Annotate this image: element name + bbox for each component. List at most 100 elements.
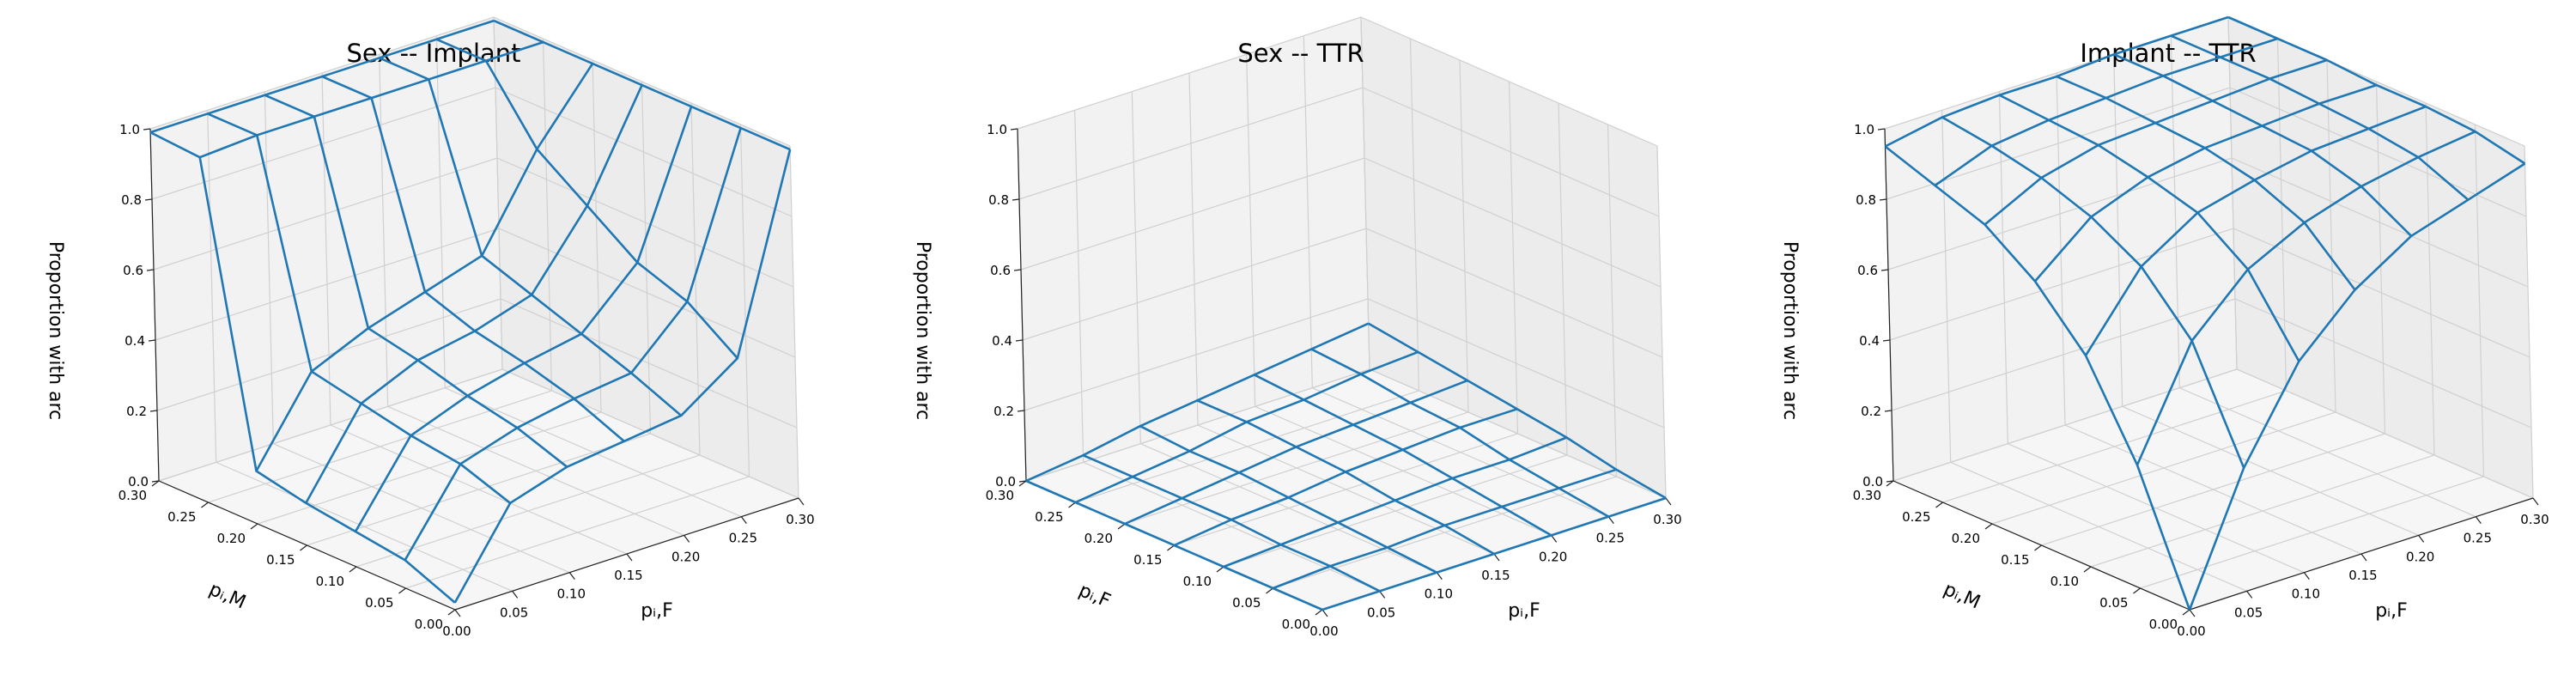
z-tick-mark [1882, 339, 1891, 342]
x-tick-mark [683, 534, 690, 543]
x-tick-mark [2303, 572, 2310, 581]
x-tick-label: 0.20 [1539, 549, 1567, 564]
z-gridline [156, 298, 798, 429]
z-gridline [1024, 298, 1665, 429]
x-tick-mark [798, 497, 805, 506]
panel-implant-ttr: 0.00 0.05 0.10 0.15 0.20 0.25 0.30 0.00 0.05 0.10… [1779, 15, 2549, 639]
y-tick-mark [300, 544, 307, 551]
y-tick-label: 0.25 [1035, 509, 1063, 525]
z-gridline [1887, 157, 2529, 288]
x-tick-mark [1321, 609, 1328, 617]
surface-wire-col [1254, 374, 1552, 537]
z-tick-label: 0.6 [990, 263, 1011, 278]
z-gridline [1025, 368, 1667, 499]
x-tick-label: 0.15 [1481, 568, 1510, 583]
x-axis-label: pᵢ,F [2375, 600, 2408, 622]
z-gridline [149, 16, 791, 147]
y-tick-label: 0.20 [1084, 531, 1113, 546]
z-tick-mark [1018, 480, 1027, 483]
panel-sex-ttr: 0.00 0.05 0.10 0.15 0.20 0.25 0.30 0.00 0.05 0.10… [912, 16, 1682, 639]
x-tick-label: 0.00 [442, 623, 471, 639]
x-tick-mark [2475, 516, 2482, 525]
surface-wire-col [2227, 15, 2526, 165]
x-tick-mark [2246, 590, 2253, 599]
y-tick-mark [2034, 544, 2042, 551]
z-tick-mark [143, 128, 151, 131]
y-tick-label: 0.00 [2149, 617, 2178, 632]
z-tick-label: 0.8 [988, 192, 1009, 208]
x-tick-label: 0.10 [557, 587, 586, 602]
z-gridline [1018, 87, 1660, 217]
z-tick-label: 0.0 [128, 474, 149, 489]
z-gridline [153, 157, 794, 288]
z-axis-label: Proportion with arc [912, 241, 933, 420]
x-axis-label: pᵢ,F [641, 600, 673, 622]
y-tick-mark [349, 566, 357, 573]
x-tick-label: 0.25 [729, 531, 757, 546]
x-tick-mark [2532, 497, 2539, 506]
z-tick-mark [1886, 480, 1894, 483]
y-tick-mark [1935, 502, 1943, 508]
x-tick-mark [568, 572, 575, 581]
y-axis-label: pᵢ,M [1941, 579, 1984, 614]
x-tick-label: 0.30 [2520, 512, 2549, 527]
z-gridline [151, 87, 793, 217]
z-tick-mark [1010, 128, 1018, 131]
y-tick-label: 0.00 [1282, 617, 1310, 632]
y-tick-label: 0.00 [415, 617, 443, 632]
y-tick-label: 0.10 [2050, 574, 2079, 589]
x-tick-mark [1665, 497, 1672, 506]
y-tick-mark [1068, 502, 1076, 508]
z-tick-mark [144, 198, 153, 201]
x-tick-mark [2418, 534, 2425, 543]
z-tick-mark [1017, 410, 1025, 412]
surface-wire-col [2056, 75, 2356, 291]
z-tick-label: 0.2 [1861, 404, 1881, 419]
z-tick-mark [151, 480, 160, 483]
x-tick-label: 0.20 [2406, 549, 2434, 564]
panel-sex-implant: 0.00 0.05 0.10 0.15 0.20 0.25 0.30 0.00 0.05 0.10… [45, 16, 815, 639]
y-tick-label: 0.05 [365, 595, 393, 611]
y-tick-label: 0.30 [118, 488, 147, 503]
z-tick-label: 0.2 [993, 404, 1014, 419]
x-tick-mark [2189, 609, 2196, 617]
x-tick-label: 0.10 [2292, 587, 2320, 602]
x-tick-mark [740, 516, 747, 525]
x-tick-label: 0.15 [614, 568, 642, 583]
surface-wire-col [2113, 53, 2413, 237]
x-tick-label: 0.20 [671, 549, 700, 564]
x-tick-mark [1493, 553, 1500, 562]
surface-wire-col [379, 57, 683, 416]
y-tick-mark [1018, 480, 1027, 487]
y-tick-mark [1315, 609, 1323, 616]
z-axis-label: Proportion with arc [45, 241, 66, 420]
x-tick-label: 0.05 [500, 605, 528, 620]
z-gridline [1020, 157, 1662, 288]
surface-wire-col [1310, 348, 1609, 518]
y-tick-mark [2083, 566, 2092, 573]
y-tick-label: 0.25 [1902, 509, 1930, 525]
y-tick-label: 0.15 [2001, 552, 2029, 568]
y-tick-label: 0.10 [1183, 574, 1212, 589]
z-tick-mark [146, 269, 155, 271]
y-tick-mark [447, 609, 456, 616]
surface-wire-col [1884, 145, 2191, 611]
z-tick-mark [1013, 269, 1022, 271]
y-tick-mark [1117, 523, 1126, 530]
y-tick-label: 0.05 [1232, 595, 1261, 611]
x-tick-mark [1379, 590, 1386, 599]
surface-wire-col [1196, 399, 1495, 556]
x-axis-label: pᵢ,F [1508, 600, 1540, 622]
z-tick-mark [1012, 198, 1020, 201]
z-gridline [1891, 298, 2532, 429]
y-tick-label: 0.10 [316, 574, 344, 589]
surface-wire-col [2170, 34, 2470, 201]
y-tick-mark [1984, 523, 1993, 530]
x-tick-label: 0.25 [1596, 531, 1625, 546]
z-tick-label: 1.0 [119, 122, 140, 137]
x-tick-mark [512, 590, 519, 599]
chart-title: Sex -- Implant [346, 39, 520, 68]
z-gridline [1893, 368, 2534, 499]
y-axis-label: pᵢ,F [1075, 580, 1113, 612]
y-tick-mark [151, 480, 160, 487]
